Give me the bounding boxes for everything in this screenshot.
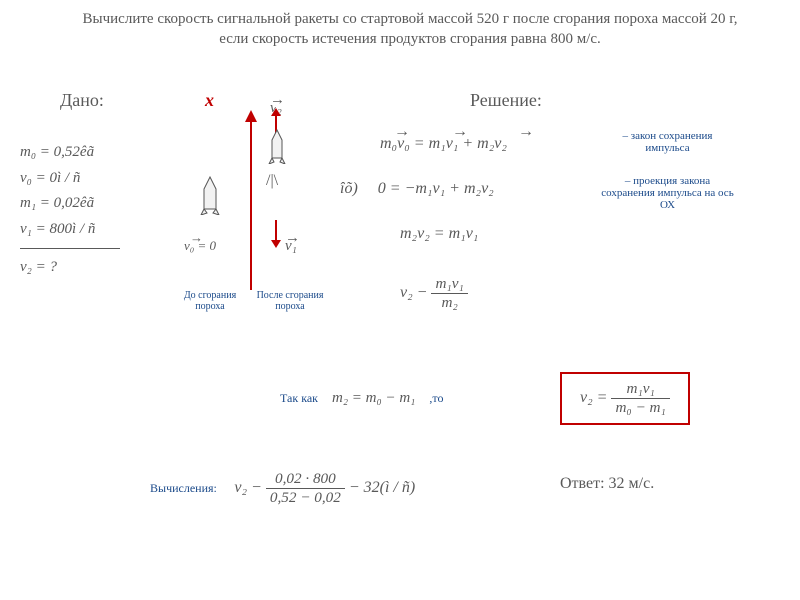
boxed-formula: v₂ = m₁v₁ m₀ − m₁	[560, 372, 690, 425]
given-divider	[20, 248, 120, 249]
exhaust-down-arrow	[275, 220, 277, 240]
given-v0: v₀ = 0ì / ñ	[20, 166, 120, 192]
x-axis-arrow	[250, 120, 252, 290]
v0-label: →v₀ = 0	[190, 230, 203, 246]
problem-statement: Вычислите скорость сигнальной ракеты со …	[80, 10, 740, 49]
equation-momentum: → → → m₀v₀ = m₁v₁ + m₂v₂	[380, 135, 507, 153]
given-m0: m₀ = 0,52êã	[20, 140, 120, 166]
given-data: m₀ = 0,52êã v₀ = 0ì / ñ m₁ = 0,02êã v₁ =…	[20, 140, 120, 281]
given-v1: v₁ = 800ì / ñ	[20, 217, 120, 243]
given-find: v₂ = ?	[20, 255, 120, 281]
answer: Ответ: 32 м/с.	[560, 475, 654, 493]
v1-vector-label: →v₁	[285, 230, 300, 247]
after-caption: После сгорания пороха	[255, 290, 325, 312]
equation-projection: îõ) 0 = −m₁v₁ + m₂v₂	[340, 180, 494, 198]
note-projection: – проекция закона сохранения импульса на…	[600, 175, 735, 211]
since-line: Так как m₂ = m₀ − m₁ ,то	[280, 390, 443, 407]
given-heading: Дано:	[60, 90, 104, 111]
rocket-after-icon	[268, 128, 286, 164]
solution-heading: Решение:	[470, 90, 542, 111]
exhaust-icon: /|\	[266, 172, 278, 190]
given-m1: m₁ = 0,02êã	[20, 191, 120, 217]
rocket-before-icon	[200, 175, 220, 215]
equation-3: m₂v₂ = m₁v₁	[400, 225, 478, 243]
rocket-diagram: →v₂ ▲ /|\ →v₀ = 0 →v₁ До сгорания пороха…	[160, 100, 340, 320]
before-caption: До сгорания пороха	[170, 290, 250, 312]
calculation-line: Вычисления: v₂ − 0,02 · 800 0,52 − 0,02 …	[150, 470, 415, 507]
equation-4: v₂ − m₁v₁ m₂	[400, 275, 468, 312]
note-conservation: – закон сохранения импульса	[600, 130, 735, 154]
